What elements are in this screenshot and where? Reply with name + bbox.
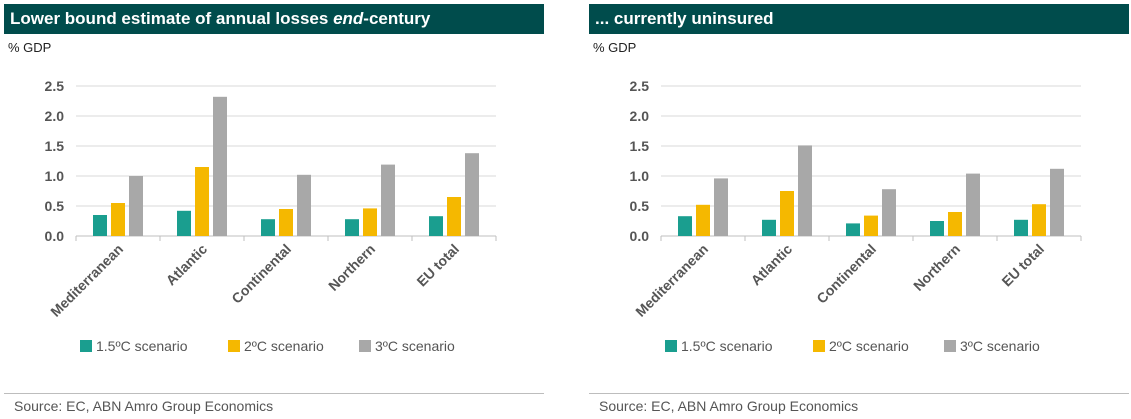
left-chart-panel: Lower bound estimate of annual losses en… xyxy=(4,0,544,419)
bar-chart: 0.0 0.5 1.0 1.5 2.0 2.5 Mediterranean Atlantic C… xyxy=(45,78,497,320)
legend-label: 1.5ºC scenario xyxy=(681,338,773,354)
bar xyxy=(177,210,191,236)
chart-title: Lower bound estimate of annual losses en… xyxy=(4,4,544,34)
y-tick-label: 1.0 xyxy=(45,168,65,184)
y-tick-label: 1.5 xyxy=(45,138,65,154)
legend-item: 2ºC scenario xyxy=(813,338,909,354)
title-emphasis: end xyxy=(333,9,364,28)
source-note: Source: EC, ABN Amro Group Economics xyxy=(599,398,859,414)
legend-label: 1.5ºC scenario xyxy=(96,338,188,354)
bar xyxy=(429,216,443,236)
bar xyxy=(966,173,980,236)
bar xyxy=(780,191,794,236)
divider xyxy=(4,393,544,394)
legend-item: 3ºC scenario xyxy=(359,338,455,354)
bar xyxy=(678,216,692,236)
y-tick-label: 1.0 xyxy=(630,168,650,184)
legend-swatch xyxy=(80,340,92,352)
bar xyxy=(363,208,377,236)
title-text: Lower bound estimate of annual losses xyxy=(10,9,334,28)
bar xyxy=(762,219,776,236)
x-category-label: Continental xyxy=(813,241,879,307)
y-tick-label: 2.5 xyxy=(45,78,65,94)
legend-item: 2ºC scenario xyxy=(228,338,324,354)
y-tick-label: 2.5 xyxy=(630,78,650,94)
x-category-label: EU total xyxy=(413,241,462,290)
bar xyxy=(345,219,359,236)
x-category-label: Continental xyxy=(228,241,294,307)
bar xyxy=(864,215,878,236)
y-tick-label: 1.5 xyxy=(630,138,650,154)
legend-item: 1.5ºC scenario xyxy=(80,338,188,354)
x-category-label: Atlantic xyxy=(163,241,211,289)
bar xyxy=(297,174,311,236)
bar xyxy=(111,203,125,236)
y-axis-unit-label: % GDP xyxy=(593,40,637,55)
legend-swatch xyxy=(359,340,371,352)
legend-label: 3ºC scenario xyxy=(960,338,1040,354)
chart-legend: 1.5ºC scenario 2ºC scenario 3ºC scenario xyxy=(589,338,1129,358)
bar xyxy=(714,178,728,236)
bar xyxy=(195,167,209,236)
bar xyxy=(930,221,944,236)
y-axis-unit-label: % GDP xyxy=(8,40,52,55)
bar xyxy=(696,204,710,236)
bar xyxy=(882,189,896,236)
legend-label: 3ºC scenario xyxy=(375,338,455,354)
x-category-label: Atlantic xyxy=(748,241,796,289)
x-category-label: EU total xyxy=(998,241,1047,290)
legend-swatch xyxy=(665,340,677,352)
right-chart-panel: ... currently uninsured % GDP 0.0 0.5 1.0 1… xyxy=(589,0,1129,419)
source-note: Source: EC, ABN Amro Group Economics xyxy=(14,398,274,414)
divider xyxy=(589,393,1129,394)
bar xyxy=(129,176,143,236)
legend-swatch xyxy=(813,340,825,352)
bar xyxy=(846,223,860,236)
x-category-label: Mediterranean xyxy=(47,241,126,320)
bar xyxy=(213,96,227,236)
bar xyxy=(798,145,812,236)
legend-label: 2ºC scenario xyxy=(244,338,324,354)
legend-item: 1.5ºC scenario xyxy=(665,338,773,354)
x-category-label: Northern xyxy=(325,241,378,294)
bar xyxy=(948,212,962,236)
bar xyxy=(261,219,275,236)
y-tick-label: 0.5 xyxy=(630,198,650,214)
x-category-label: Northern xyxy=(910,241,963,294)
y-tick-label: 0.0 xyxy=(630,228,650,244)
bar xyxy=(381,164,395,236)
bar xyxy=(1050,168,1064,236)
bar xyxy=(465,153,479,236)
chart-title: ... currently uninsured xyxy=(589,4,1129,34)
bar xyxy=(1032,204,1046,236)
legend-label: 2ºC scenario xyxy=(829,338,909,354)
legend-item: 3ºC scenario xyxy=(944,338,1040,354)
x-category-label: Mediterranean xyxy=(632,241,711,320)
y-tick-label: 2.0 xyxy=(45,108,65,124)
y-tick-label: 2.0 xyxy=(630,108,650,124)
legend-swatch xyxy=(944,340,956,352)
chart-legend: 1.5ºC scenario 2ºC scenario 3ºC scenario xyxy=(4,338,544,358)
legend-swatch xyxy=(228,340,240,352)
y-tick-label: 0.0 xyxy=(45,228,65,244)
bar-chart: 0.0 0.5 1.0 1.5 2.0 2.5 Mediterranean Atlantic C… xyxy=(630,78,1082,320)
title-text-suffix: -century xyxy=(363,9,431,28)
bar xyxy=(1014,219,1028,236)
bar xyxy=(279,209,293,236)
y-tick-label: 0.5 xyxy=(45,198,65,214)
bar xyxy=(447,197,461,236)
title-text: ... currently uninsured xyxy=(595,9,774,28)
bar xyxy=(93,215,107,236)
